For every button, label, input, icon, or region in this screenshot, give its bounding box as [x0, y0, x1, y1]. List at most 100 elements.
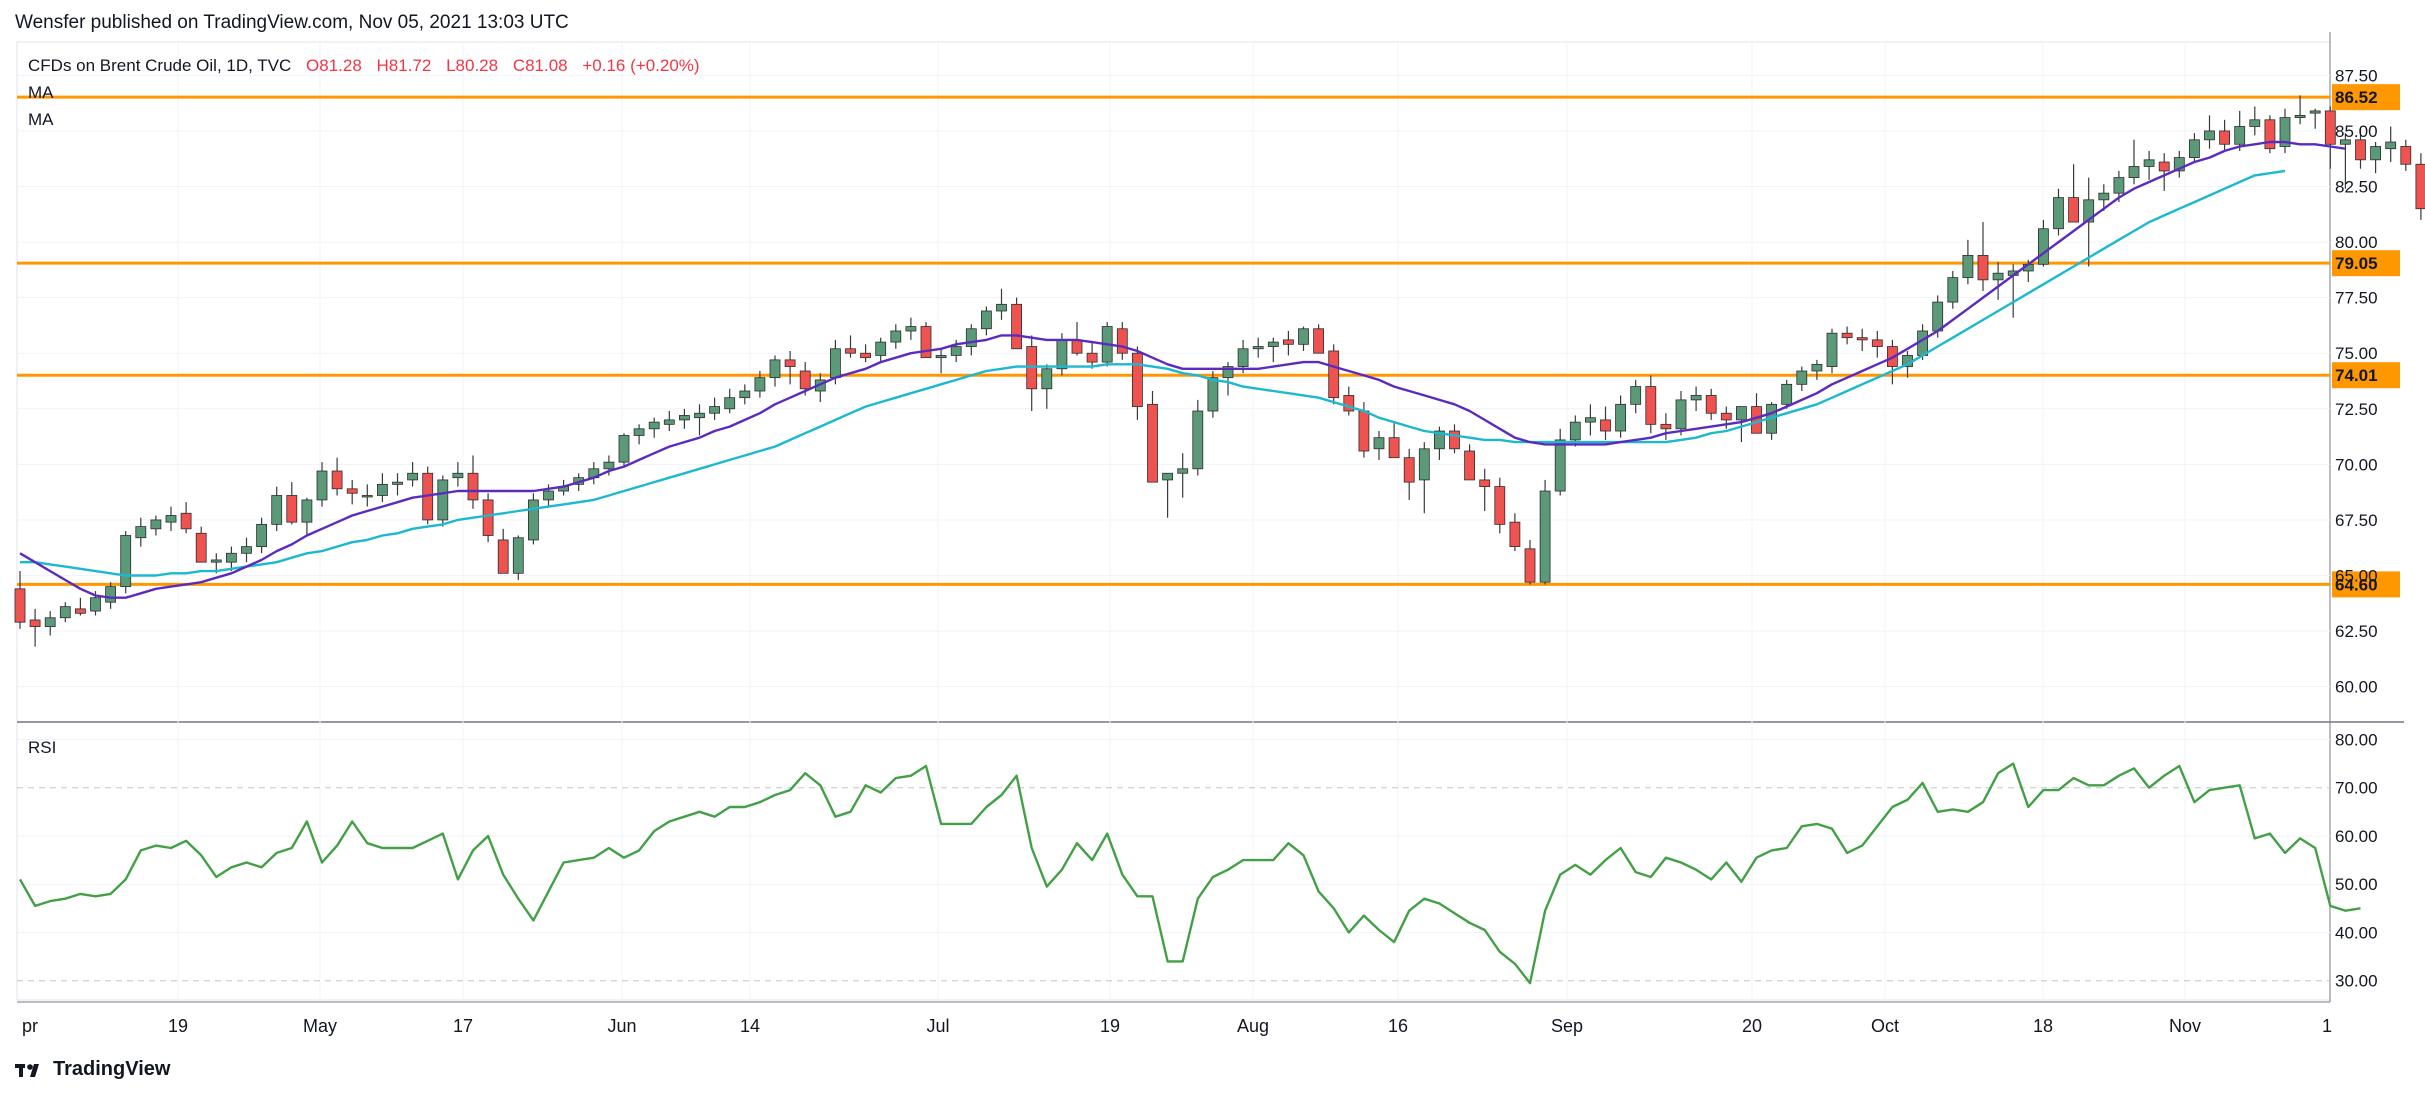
- candle-body: [2294, 114, 2306, 118]
- time-tick-label: Oct: [1871, 1016, 1899, 1036]
- candle-body: [920, 326, 932, 359]
- candle-body: [860, 352, 871, 359]
- candle-body: [2234, 126, 2246, 145]
- candle-body: [59, 606, 71, 619]
- candle-body: [90, 597, 101, 612]
- time-tick-label: Aug: [1237, 1016, 1269, 1036]
- candle-body: [603, 461, 615, 470]
- candle-body: [1705, 395, 1717, 414]
- candle-body: [452, 472, 464, 479]
- price-tick-label: 75.00: [2335, 344, 2378, 363]
- candle-body: [1358, 410, 1370, 452]
- candle-body: [1132, 352, 1143, 407]
- candle-body: [2173, 157, 2185, 172]
- rsi-tick-label: 30.00: [2335, 972, 2378, 991]
- candle-body: [1796, 370, 1808, 385]
- candle-body: [1569, 421, 1581, 441]
- time-tick-label: Nov: [2169, 1016, 2201, 1036]
- candle-body: [2264, 119, 2276, 150]
- candle-body: [1524, 548, 1536, 583]
- candle-body: [618, 435, 630, 463]
- candle-body: [528, 499, 539, 541]
- candle-body: [1962, 255, 1974, 279]
- candle-body: [1720, 412, 1732, 421]
- candle-body: [2113, 177, 2125, 194]
- candle-body: [1343, 395, 1355, 412]
- candle-body: [2143, 159, 2155, 167]
- candle-body: [1736, 406, 1747, 421]
- candle-body: [1841, 332, 1853, 339]
- candle-body: [2128, 166, 2140, 178]
- time-tick-label: 18: [2033, 1016, 2053, 1036]
- level-price-tag: [2332, 362, 2400, 389]
- candle-body: [316, 470, 328, 501]
- candle-body: [1781, 383, 1793, 405]
- candle-body: [709, 406, 720, 414]
- candle-body: [739, 390, 751, 399]
- candle-body: [1479, 479, 1491, 487]
- candle-body: [2083, 199, 2095, 223]
- candle-body: [1932, 301, 1944, 332]
- price-tick-label: 62.50: [2335, 622, 2378, 641]
- candle-body: [890, 330, 902, 343]
- candle-body: [512, 537, 524, 574]
- candle-body: [1494, 486, 1506, 525]
- candle-body: [1252, 346, 1264, 350]
- candle-body: [1116, 328, 1128, 354]
- candle-body: [1690, 395, 1702, 401]
- candle-body: [1328, 350, 1340, 399]
- symbol-name[interactable]: CFDs on Brent Crude Oil, 1D, TVC: [28, 56, 292, 75]
- candle-body: [935, 355, 947, 359]
- candle-body: [1630, 386, 1642, 405]
- candle-body: [482, 499, 494, 536]
- candle-body: [2370, 146, 2382, 161]
- time-tick-label: 17: [453, 1016, 473, 1036]
- candle-body: [1856, 337, 1868, 341]
- candle-body: [648, 421, 660, 430]
- rsi-line: [18, 762, 2361, 985]
- candle-body: [2158, 161, 2170, 172]
- candle-body: [241, 546, 252, 554]
- candle-body: [210, 559, 222, 563]
- candle-body: [2068, 197, 2080, 223]
- level-price-label: 86.52: [2335, 88, 2378, 107]
- price-tick-label: 72.50: [2335, 400, 2378, 419]
- rsi-label[interactable]: RSI: [28, 738, 57, 757]
- ma1-label[interactable]: MA: [28, 83, 54, 102]
- candle-body: [407, 472, 419, 481]
- candle-body: [799, 370, 811, 390]
- symbol-legend: CFDs on Brent Crude Oil, 1D, TVC O81.28 …: [28, 56, 710, 76]
- candle-body: [1585, 417, 1596, 423]
- low-value: L80.28: [446, 56, 499, 75]
- grid: [16, 32, 2404, 1003]
- price-tick-label: 67.50: [2335, 511, 2378, 530]
- candle-body: [1207, 377, 1219, 412]
- candle-body: [1162, 472, 1173, 481]
- candle-body: [1539, 490, 1551, 583]
- candle-body: [2188, 139, 2200, 158]
- horizontal-levels: 86.52 79.05 74.01 64.60: [17, 84, 2400, 598]
- candle-body: [1449, 430, 1460, 450]
- candle-body: [1464, 450, 1475, 481]
- candle-body: [1222, 366, 1234, 379]
- candle-body: [543, 490, 554, 501]
- time-tick-label: Sep: [1551, 1016, 1583, 1036]
- plot-frame: [16, 41, 2331, 1001]
- candle-body: [271, 495, 283, 525]
- high-value: H81.72: [376, 56, 432, 75]
- candle-body: [663, 419, 675, 425]
- candle-body: [875, 341, 887, 356]
- time-tick-label: 16: [1388, 1016, 1408, 1036]
- candle-body: [694, 412, 705, 419]
- candle-body: [135, 526, 147, 539]
- candle-body: [150, 519, 162, 530]
- candle-body: [467, 472, 479, 501]
- candle-body: [1871, 339, 1883, 347]
- ma2-label[interactable]: MA: [28, 110, 54, 129]
- rsi-tick-label: 40.00: [2335, 923, 2378, 942]
- footer-brand-text: TradingView: [53, 1058, 171, 1080]
- footer-brand[interactable]: TradingView: [15, 1058, 170, 1081]
- time-tick-label: 14: [740, 1016, 760, 1036]
- candle-body: [679, 415, 690, 421]
